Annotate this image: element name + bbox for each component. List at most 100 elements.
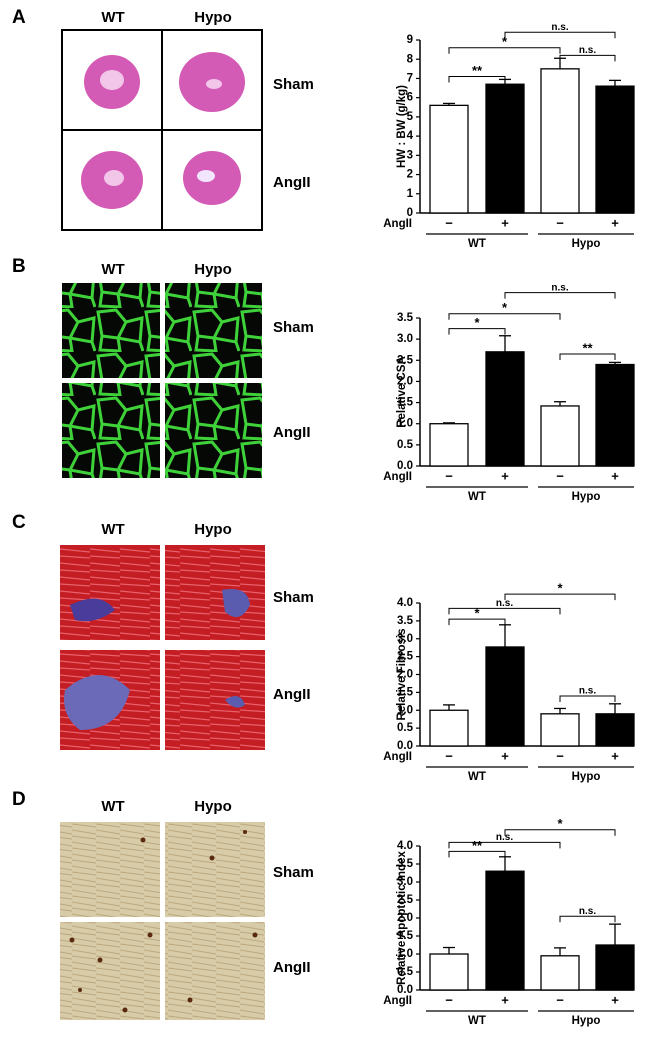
- column-label: WT: [101, 521, 124, 538]
- y-axis-label: Relative CSA: [396, 356, 408, 428]
- x-tick-label: −: [556, 748, 564, 763]
- x-tick-label: +: [611, 215, 619, 230]
- group-label: Hypo: [572, 771, 601, 783]
- y-tick-label: 0: [407, 207, 413, 219]
- y-tick-label: 2.5: [397, 354, 414, 366]
- row-label: AngII: [273, 686, 311, 703]
- significance-bracket: [448, 47, 561, 54]
- significance-bracket: [559, 353, 616, 360]
- y-tick-label: 3.0: [397, 333, 413, 345]
- y-tick-label: 2: [407, 169, 413, 181]
- significance-label: n.s.: [579, 686, 596, 697]
- significance-label: *: [557, 816, 563, 831]
- x-tick-label: −: [556, 468, 564, 483]
- y-axis-label: HW : BW (g/kg): [396, 85, 408, 168]
- significance-bracket: [504, 31, 616, 39]
- y-tick-label: 2.5: [397, 894, 414, 906]
- bar: [429, 953, 469, 991]
- bar: [485, 351, 525, 467]
- y-tick-label: 1.0: [397, 948, 413, 960]
- group-label: Hypo: [572, 1015, 601, 1027]
- row-label: AngII: [273, 424, 311, 441]
- y-tick-label: 3.0: [397, 876, 413, 888]
- column-label: Hypo: [194, 521, 232, 538]
- column-label: WT: [101, 798, 124, 815]
- significance-bracket: [504, 829, 616, 836]
- y-tick-label: 1: [407, 188, 414, 200]
- significance-bracket: [448, 607, 561, 615]
- y-tick-label: 9: [407, 34, 413, 46]
- row-label: AngII: [273, 959, 311, 976]
- y-tick-label: 1.5: [397, 397, 414, 409]
- significance-label: *: [502, 300, 508, 315]
- y-tick-label: 0.0: [397, 740, 413, 752]
- row-label: AngII: [383, 471, 412, 483]
- group-label: WT: [468, 491, 486, 503]
- bar: [429, 104, 469, 214]
- y-tick-label: 1.0: [397, 704, 413, 716]
- panel-b-images: [62, 283, 262, 478]
- bar: [485, 646, 525, 747]
- column-label: Hypo: [194, 261, 232, 278]
- column-label: Hypo: [194, 9, 232, 26]
- group-label: Hypo: [572, 491, 601, 503]
- panel-a-images: [61, 29, 263, 231]
- y-tick-label: 4: [407, 130, 414, 142]
- panel-letter: B: [12, 256, 26, 277]
- significance-bracket: [448, 313, 561, 320]
- y-tick-label: 2.0: [397, 375, 413, 387]
- y-tick-label: 8: [407, 53, 414, 65]
- y-tick-label: 0.5: [397, 966, 414, 978]
- y-tick-label: 0.0: [397, 984, 413, 996]
- x-tick-label: −: [445, 748, 453, 763]
- x-tick-label: +: [611, 992, 619, 1007]
- significance-label: n.s.: [551, 282, 568, 293]
- row-label: Sham: [273, 589, 314, 606]
- bar: [595, 944, 635, 991]
- y-tick-label: 6: [407, 92, 413, 104]
- panel-d-images: [60, 822, 265, 1020]
- bar: [540, 405, 580, 467]
- group-label: WT: [468, 771, 486, 783]
- group-label: WT: [468, 1015, 486, 1027]
- y-tick-label: 7: [407, 72, 413, 84]
- y-tick-label: 3.0: [397, 633, 413, 645]
- significance-label: n.s.: [579, 45, 596, 56]
- y-tick-label: 2.5: [397, 651, 414, 663]
- row-label: Sham: [273, 76, 314, 93]
- bar: [595, 85, 635, 214]
- row-label: AngII: [383, 218, 412, 230]
- significance-label: *: [474, 315, 480, 330]
- significance-bracket: [448, 618, 506, 626]
- y-tick-label: 2.0: [397, 669, 413, 681]
- row-label: Sham: [273, 319, 314, 336]
- bar: [540, 955, 580, 991]
- significance-bracket: [559, 915, 616, 923]
- x-tick-label: +: [501, 468, 509, 483]
- significance-bracket: [448, 850, 506, 858]
- group-label: WT: [468, 238, 486, 250]
- significance-bracket: [448, 841, 561, 849]
- panel-letter: A: [12, 7, 26, 28]
- significance-bracket: [504, 292, 616, 299]
- significance-label: *: [474, 606, 480, 621]
- y-axis-label: Relative Apoptotic Index: [396, 851, 408, 985]
- x-tick-label: −: [445, 215, 453, 230]
- significance-label: n.s.: [496, 598, 513, 609]
- x-tick-label: +: [611, 468, 619, 483]
- y-tick-label: 1.5: [397, 686, 414, 698]
- panel-letter: C: [12, 512, 26, 533]
- significance-label: *: [557, 581, 563, 596]
- y-tick-label: 4.0: [397, 597, 413, 609]
- significance-label: *: [502, 34, 508, 49]
- column-label: WT: [101, 261, 124, 278]
- x-tick-label: +: [501, 992, 509, 1007]
- y-tick-label: 4.0: [397, 840, 413, 852]
- y-tick-label: 1.0: [397, 418, 413, 430]
- y-tick-label: 0.0: [397, 460, 413, 472]
- significance-bracket: [448, 328, 506, 335]
- significance-bracket: [504, 593, 616, 601]
- column-label: WT: [101, 9, 124, 26]
- y-tick-label: 3.5: [397, 615, 414, 627]
